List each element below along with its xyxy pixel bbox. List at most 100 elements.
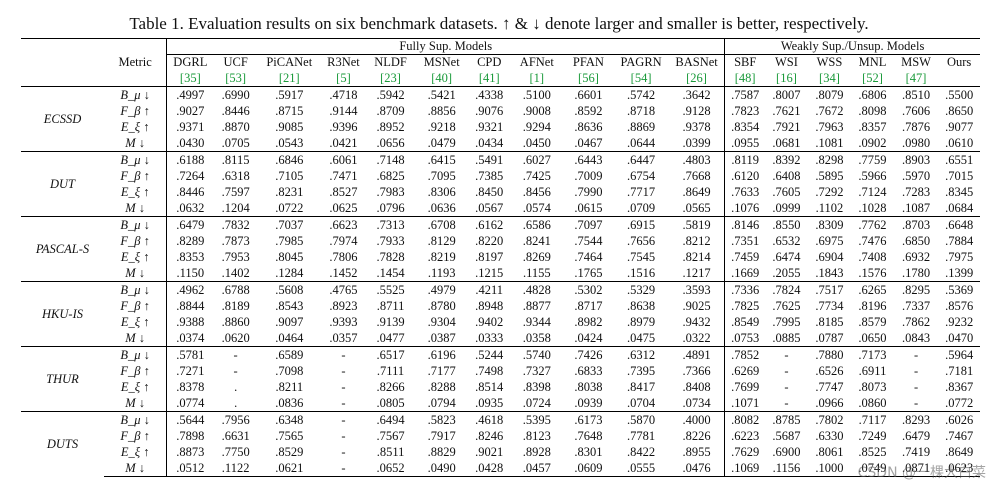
table-cell: .1076 (731, 200, 760, 215)
table-cell: .1069 (724, 460, 766, 477)
table-cell: .0430 (176, 135, 205, 150)
table-cell: .7974 (329, 233, 358, 248)
table-cell: .0625 (329, 200, 358, 215)
method-reference: [1] (509, 70, 564, 87)
table-cell: .0774 (176, 395, 205, 410)
table-cell: .9077 (945, 119, 974, 134)
table-cell: .8952 (376, 119, 405, 134)
metric-label: B_μ ↓ (104, 151, 168, 168)
table-cell: .8638 (627, 298, 656, 313)
table-cell: .8417 (627, 379, 656, 394)
table-row: DUT B_μ ↓ .6188.8115.6846.6061.7148.6415.5… (21, 151, 980, 217)
table-cell: .5491 (468, 151, 510, 168)
table-cell: .8511 (376, 444, 405, 459)
table-cell: .7111 (376, 363, 405, 378)
fully-sup-header: Fully Sup. Models (166, 38, 726, 55)
method-name: PAGRN (620, 55, 662, 69)
table-cell: .8123 (522, 428, 551, 443)
metric-header: Metric (104, 54, 168, 70)
table-cell: .8269 (522, 249, 551, 264)
table-cell: .5895 (815, 168, 844, 183)
method-reference: [54] (613, 70, 669, 87)
table-cell: .9304 (427, 314, 456, 329)
table-cell: .7759 (851, 151, 894, 168)
table-cell: .6623 (320, 216, 367, 233)
table-cell: .6312 (613, 346, 669, 363)
method-reference: [52] (851, 70, 894, 87)
table-row: E_ξ ↑ .8378. .8211 - .8266 .8288 .8514 .8398 .80… (21, 379, 980, 395)
table-cell: .7862 (901, 314, 931, 329)
table-cell: .8715 (275, 103, 304, 118)
table-cell: .0724 (522, 395, 551, 410)
table-cell: .8306 (427, 184, 456, 199)
table-cell: .7672 (815, 103, 844, 118)
table-cell: .8045 (275, 249, 304, 264)
table-cell: .0479 (427, 135, 456, 150)
table-cell: .8543 (275, 298, 304, 313)
table-cell: .6120 (731, 168, 760, 183)
table-cell: .8955 (668, 444, 726, 460)
table-cell: .9218 (427, 119, 456, 134)
table-cell: .8378 (176, 379, 205, 394)
table-cell: .6846 (257, 151, 321, 168)
table-cell: .8510 (893, 86, 939, 103)
table-cell: .8398 (522, 379, 551, 394)
table-cell: .0555 (613, 460, 669, 477)
table-cell: .8549 (731, 314, 760, 329)
table-cell: .1284 (275, 265, 304, 280)
table-cell: .7283 (901, 184, 931, 199)
table-row: E_ξ ↑ .8446 .7597 .8231 .8527 .7983 .8306 .8450… (21, 184, 980, 200)
table-cell: .8231 (275, 184, 304, 199)
metric-label: E_ξ ↑ (104, 119, 168, 135)
table-cell: .7747 (815, 379, 844, 394)
table-cell: .4828 (509, 281, 564, 298)
table-cell: .5395 (509, 411, 564, 428)
table-cell: .1402 (221, 265, 250, 280)
table-cell: .9085 (275, 119, 304, 134)
table-cell: .6788 (213, 281, 258, 298)
table-cell: .7873 (221, 233, 250, 248)
table-cell: .8354 (731, 119, 760, 134)
table-cell: .8357 (858, 119, 887, 134)
table-cell: .7464 (574, 249, 603, 264)
table-cell: .6348 (257, 411, 321, 428)
table-cell: .8289 (176, 233, 205, 248)
table-cell: .6532 (772, 233, 801, 248)
table-cell: .0565 (668, 200, 726, 217)
table-cell: .9432 (668, 314, 726, 330)
method-reference: [48] (724, 70, 766, 87)
metric-label: M ↓ (104, 395, 168, 412)
table-cell: .7802 (807, 411, 852, 428)
table-cell: .7734 (815, 298, 844, 313)
table-cell: .8636 (574, 119, 603, 134)
table-cell: - (913, 395, 919, 410)
table-cell: - (341, 395, 346, 410)
dataset-name: THUR (21, 346, 105, 412)
table-cell: .0476 (668, 460, 726, 477)
metric-label: B_μ ↓ (104, 216, 168, 233)
table-cell: .8038 (574, 379, 603, 394)
table-cell: .8529 (275, 444, 304, 459)
method-name: WSI (774, 55, 798, 69)
table-cell: .7606 (901, 103, 931, 118)
table-cell: .8649 (945, 444, 974, 459)
table-cell: .6631 (221, 428, 250, 443)
table-cell: .6517 (366, 346, 415, 363)
table-cell: .8649 (668, 184, 726, 200)
table-cell: .5608 (257, 281, 321, 298)
table-cell: .7105 (275, 168, 304, 183)
table-cell: .5823 (414, 411, 469, 428)
table-cell: .6269 (731, 363, 760, 378)
table-cell: .8948 (475, 298, 504, 313)
table-cell: .6833 (574, 363, 603, 378)
table-row: M ↓ .1150 .1402 .1284 .1452 .1454 .1193 .1215 .1… (21, 265, 980, 282)
weakly-sup-header: Weakly Sup./Unsup. Models (724, 38, 980, 55)
table-cell: .7995 (772, 314, 801, 329)
table-cell: .6188 (166, 151, 214, 168)
table-cell: .6474 (772, 249, 801, 264)
table-cell: .6754 (627, 168, 656, 183)
table-cell: .1204 (221, 200, 250, 215)
table-cell: .0999 (772, 200, 801, 215)
table-cell: .6479 (166, 216, 214, 233)
table-cell: .8860 (221, 314, 250, 329)
